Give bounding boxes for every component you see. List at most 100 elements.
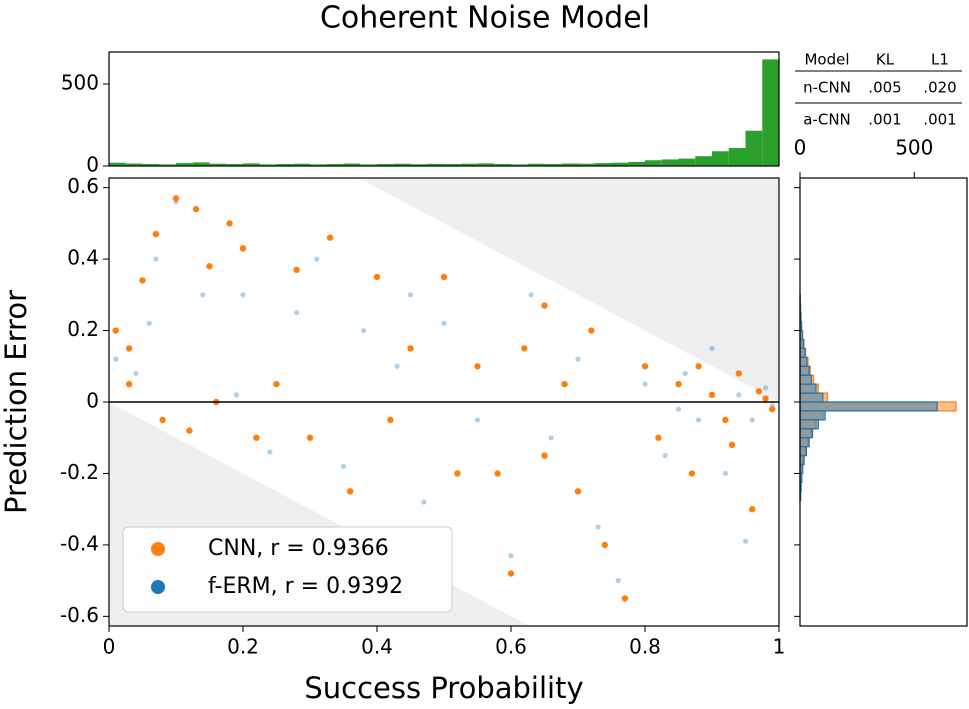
scatter-point <box>139 277 146 284</box>
hist-bar <box>561 163 578 166</box>
scatter-point <box>125 345 133 352</box>
hist-bar <box>209 163 227 166</box>
hist-bar <box>695 156 712 166</box>
scatter-point <box>762 395 769 402</box>
scatter-point <box>153 256 159 262</box>
hist-bar <box>377 164 394 166</box>
y-tick-label: 500 <box>61 70 99 94</box>
x-tick-label: 0.6 <box>495 635 527 659</box>
scatter-point <box>575 356 581 362</box>
scatter-point <box>736 392 742 398</box>
x-tick-label: 0 <box>794 136 807 160</box>
hist-bar <box>494 164 511 166</box>
x-tick-label: 0.8 <box>629 635 661 659</box>
scatter-point <box>347 488 354 495</box>
hist-bar <box>799 383 817 394</box>
scatter-point <box>708 391 716 399</box>
hist-bar <box>343 163 361 166</box>
hist-bar <box>799 437 810 448</box>
scatter-point <box>749 417 755 423</box>
hist-bar <box>243 163 260 166</box>
hist-bar <box>745 130 763 166</box>
scatter-point <box>642 381 648 387</box>
scatter-point <box>641 363 649 370</box>
scatter-point <box>125 380 133 388</box>
scatter-point <box>192 205 200 213</box>
hist-bar <box>611 162 629 166</box>
table-cell: .005 <box>868 79 901 97</box>
hist-bar <box>192 162 210 166</box>
hist-bar <box>125 163 143 166</box>
legend-marker <box>151 542 165 556</box>
legend-box <box>122 526 453 613</box>
hist-bar <box>799 454 805 466</box>
hist-bar <box>326 164 344 166</box>
scatter-point <box>615 578 621 584</box>
scatter-point <box>595 524 601 530</box>
scatter-point <box>601 541 608 549</box>
scatter-point <box>474 363 481 370</box>
table-header: L1 <box>931 51 949 69</box>
scatter-point <box>159 416 166 424</box>
scatter-point <box>675 406 682 412</box>
scatter-point <box>548 435 554 441</box>
scatter-point <box>112 327 119 334</box>
hist-bar <box>293 163 310 166</box>
scatter-point <box>588 327 595 334</box>
scatter-point <box>621 595 629 602</box>
hist-bar <box>799 410 826 421</box>
scatter-point <box>755 388 763 395</box>
y-tick-label: 0.2 <box>67 317 99 341</box>
y-tick-label: 0 <box>86 153 99 177</box>
hist-bar <box>728 147 746 166</box>
y-tick-label: 0.6 <box>67 174 99 198</box>
hist-bar <box>427 163 444 166</box>
hist-bar <box>159 164 176 166</box>
scatter-point <box>507 570 515 577</box>
hist-bar <box>661 159 679 166</box>
scatter-point <box>749 505 756 513</box>
scatter-point <box>133 370 139 377</box>
table: Model KL L1 n-CNN .005 .020 a-CNN .001 .001 <box>795 51 962 129</box>
y-axis-label: Prediction Error <box>0 290 33 514</box>
hist-bar <box>527 163 545 166</box>
legend-label: f-ERM, r = 0.9392 <box>208 574 403 599</box>
scatter-point <box>407 345 414 352</box>
scatter-point <box>113 356 119 362</box>
hist-bar <box>360 164 377 166</box>
hist-bar <box>645 160 662 166</box>
x-tick-label: 1 <box>773 635 786 659</box>
scatter-point <box>695 363 702 370</box>
table-header: Model <box>804 51 849 69</box>
hist-bar <box>678 158 696 166</box>
hist-bar <box>477 163 495 166</box>
hist-bar <box>594 163 612 166</box>
hist-bar <box>276 164 294 166</box>
legend-marker <box>151 580 165 594</box>
hist-bar <box>393 163 411 166</box>
scatter-point <box>494 470 501 477</box>
plot-frame <box>108 51 780 167</box>
figure-title: Coherent Noise Model <box>320 1 650 36</box>
hist-bar <box>799 401 938 412</box>
scatter-point <box>314 256 320 262</box>
scatter-point <box>675 380 682 388</box>
scatter-point <box>709 345 715 352</box>
table-header: KL <box>876 51 895 69</box>
hist-bar <box>799 428 814 439</box>
hist-bar <box>142 164 160 166</box>
scatter-point <box>240 292 246 298</box>
scatter-point <box>293 266 300 274</box>
hist-bar <box>628 161 645 166</box>
scatter-point <box>521 345 528 352</box>
hist-bar <box>226 164 243 166</box>
table-cell: .001 <box>868 111 901 129</box>
x-tick-label: 0 <box>103 635 116 659</box>
scatter-point <box>394 363 400 369</box>
x-tick-label: 500 <box>895 136 933 160</box>
y-tick-label: -0.2 <box>60 460 99 484</box>
hist-bar <box>762 59 779 166</box>
hist-bar <box>176 163 193 166</box>
scatter-point <box>728 441 736 449</box>
